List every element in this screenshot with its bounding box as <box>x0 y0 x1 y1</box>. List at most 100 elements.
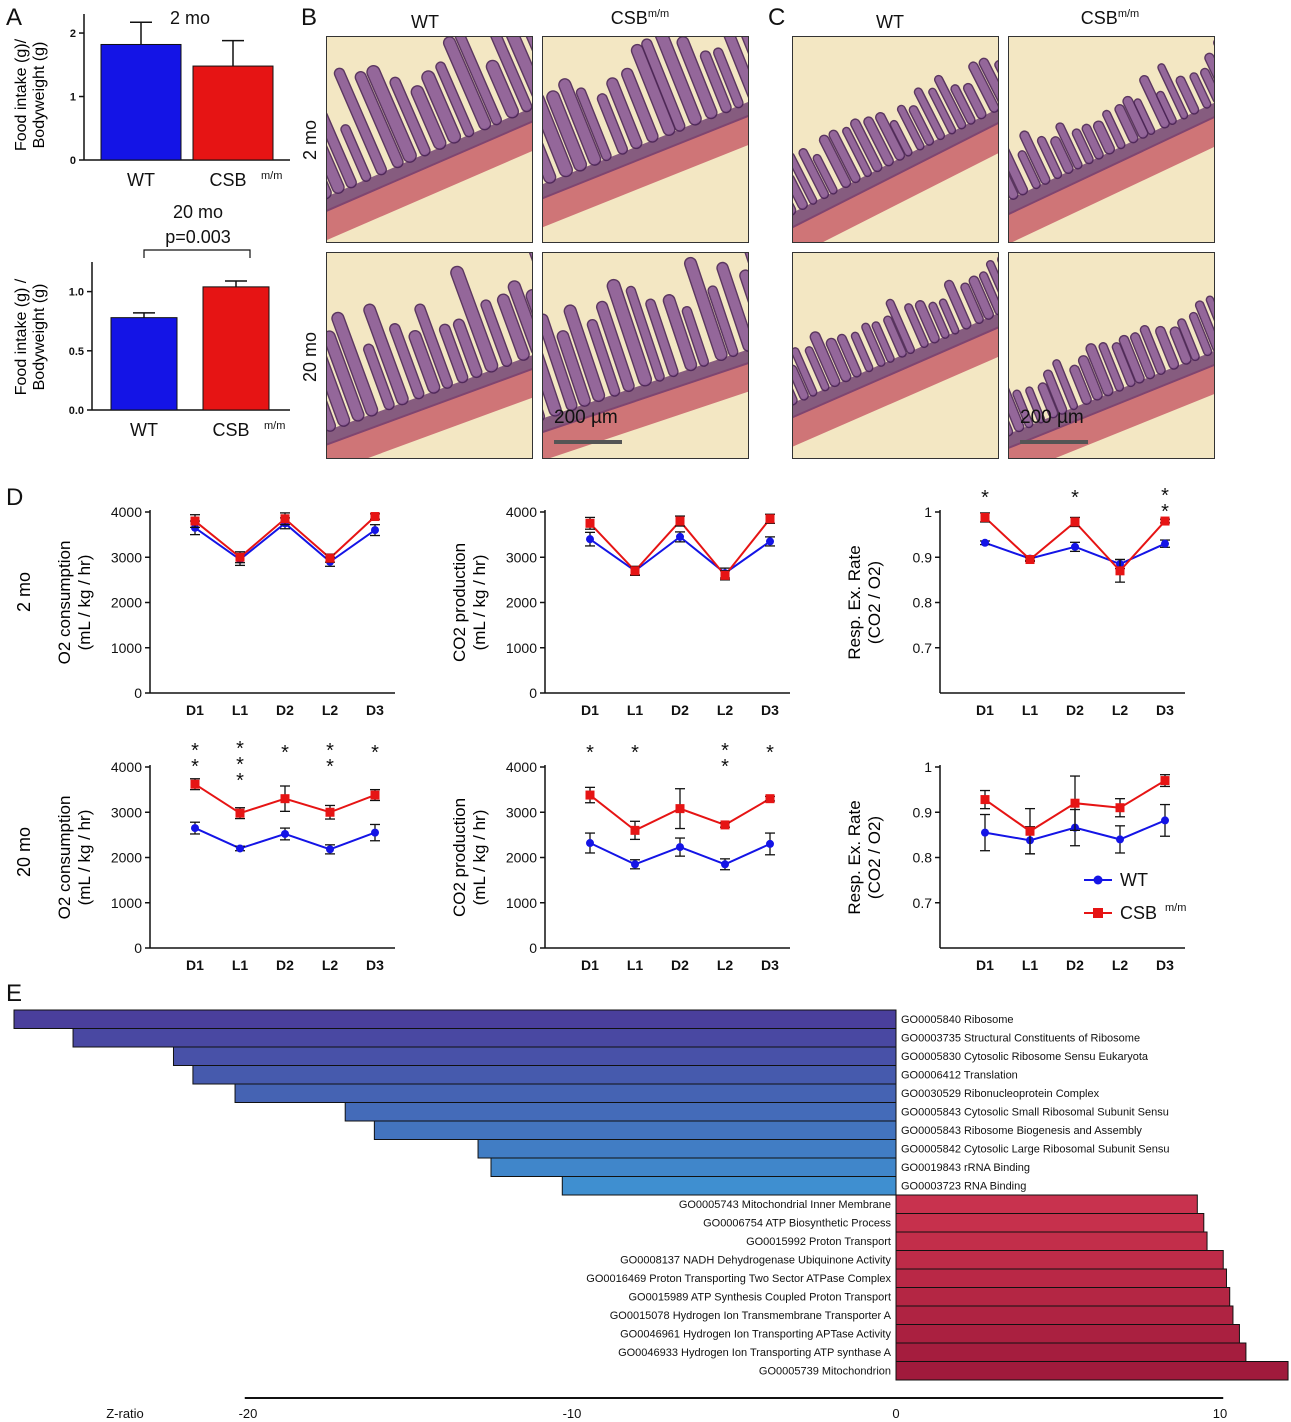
panel-e-bar-negative <box>490 1157 897 1177</box>
panel-d-rer-2mo-point-wt <box>1161 539 1169 548</box>
micrograph-b-wt-20mo <box>326 252 533 459</box>
panel-e-xtick-label: -10 <box>563 1406 582 1421</box>
panel-d-rer-2mo-xtick-label: D3 <box>1156 702 1174 718</box>
micrograph-c-wt-20mo-villus <box>883 315 907 358</box>
panel-d-rer-2mo-point-csb <box>1025 555 1035 565</box>
panel-d-o2-20mo-ytick-label: 0 <box>134 940 142 956</box>
panel-d-rer-2mo-point-csb <box>1160 516 1170 526</box>
panel-d-o2-20mo-significance-star: * <box>236 738 244 760</box>
micrograph-b-wt-2mo-villus <box>327 110 357 189</box>
panel-d-o2-20mo-significance-star: * <box>326 740 334 762</box>
micrograph-c-csb-2mo-villus <box>1204 52 1214 100</box>
panel-e-category-label: GO0015989 ATP Synthesis Coupled Proton T… <box>628 1292 891 1304</box>
micrograph-b-csb-2mo-image <box>543 37 748 241</box>
micrograph-c-wt-2mo-villus <box>863 116 894 167</box>
panel-e-bar-negative <box>373 1120 897 1140</box>
micrograph-c-csb-20mo-villus <box>1052 359 1079 411</box>
panel-label-a: A <box>6 4 23 31</box>
micrograph-b-wt-2mo-villus <box>327 97 345 194</box>
panel-e-bar-positive <box>895 1194 1198 1214</box>
micrograph-b-csb-20mo-villus <box>563 304 606 403</box>
panel-d-o2-2mo-ylabel-units: (mL / kg / hr) <box>75 555 94 651</box>
panel-d-row-label-2mo: 2 mo <box>14 572 34 612</box>
micrograph-c-csb-20mo-villus <box>1009 384 1014 437</box>
micrograph-b-csb-2mo-tissue <box>543 37 748 241</box>
panel-d-co2-20mo-point-wt <box>766 839 774 848</box>
micrograph-b-csb-2mo-villus <box>699 50 732 114</box>
micrograph-b-wt-2mo-image <box>327 37 532 242</box>
micrograph-b-csb-2mo-villus <box>575 87 612 162</box>
legend-wt-label: WT <box>1120 870 1148 890</box>
panel-d-o2-20mo-point-csb <box>235 808 245 818</box>
micrograph-b-csb-20mo-villus <box>556 330 591 407</box>
panel-d-rer-2mo-significance-star: * <box>1161 501 1169 523</box>
micrograph-c-csb-2mo-villus <box>1175 75 1200 115</box>
micrograph-c-wt-2mo-muscle-layer <box>793 93 998 242</box>
micrograph-c-csb-20mo-villus <box>1130 332 1156 380</box>
scale-bar <box>554 440 622 444</box>
panel-a-bottom-bar <box>110 317 178 411</box>
panel-d-rer-20mo-point-wt <box>981 828 989 837</box>
panel-e-bar-negative <box>344 1102 897 1122</box>
micrograph-c-csb-2mo-villus <box>1081 123 1104 160</box>
panel-a-bottom-ylabel-1: Food intake (g) / <box>13 278 30 395</box>
panel-d-co2-20mo-significance-star: * <box>586 742 594 764</box>
panel-d-o2-20mo-significance-star: * <box>371 742 379 764</box>
micrograph-c-wt-20mo-villus <box>968 275 995 320</box>
micrograph-c-wt-20mo-villus <box>850 331 874 373</box>
panel-a-top-ytick-label: 0 <box>70 155 76 167</box>
panel-d-o2-20mo-significance-star: * <box>236 770 244 792</box>
panel-a-bottom-ytick-label: 0.0 <box>69 405 84 417</box>
micrograph-c-wt-20mo-villus <box>978 271 998 316</box>
micrograph-c-wt-2mo-villus <box>978 57 998 108</box>
panel-d-co2-20mo-point-csb <box>675 804 685 814</box>
panel-d-co2-20mo-point-csb <box>720 820 730 830</box>
micrograph-c-wt-20mo-villus <box>809 331 841 388</box>
panel-e-category-label: GO0015992 Proton Transport <box>746 1236 891 1248</box>
panel-d-o2-20mo-ylabel-units: (mL / kg / hr) <box>75 810 94 906</box>
panel-d-co2-2mo-ytick-label: 2000 <box>506 595 537 611</box>
panel-d-co2-20mo-ylabel-units: (mL / kg / hr) <box>470 810 489 906</box>
legend-csb-label: CSB <box>1120 903 1157 923</box>
panel-a-top-title: 2 mo <box>170 8 210 28</box>
scale-bar-label: 200 µm <box>554 407 618 428</box>
panel-d-o2-20mo-point-wt <box>281 829 289 838</box>
panel-d-co2-2mo-point-csb <box>675 516 685 526</box>
col-label-csb-c: CSBm/m <box>1080 8 1140 28</box>
panel-d-co2-2mo-ytick-label: 0 <box>529 685 537 701</box>
panel-d-o2-2mo-point-wt <box>371 526 379 535</box>
micrograph-c-csb-20mo <box>1008 252 1215 459</box>
panel-d-o2-20mo-significance-star: * <box>191 756 199 778</box>
panel-d-rer-20mo-xtick-label: L2 <box>1112 957 1129 973</box>
micrograph-c-wt-2mo-villus <box>812 153 838 195</box>
micrograph-c-wt-20mo-villus <box>938 298 960 335</box>
panel-d-co2-20mo-ylabel: CO2 production <box>450 798 469 917</box>
micrograph-b-csb-2mo-villus <box>543 107 557 184</box>
micrograph-c-csb-2mo-villus <box>1009 139 1029 196</box>
micrograph-c-csb-2mo-villus <box>1200 67 1214 104</box>
micrograph-c-wt-20mo-villus <box>836 333 862 378</box>
micrograph-c-wt-2mo-villus <box>793 152 818 205</box>
panel-d-o2-20mo-significance-star: * <box>191 740 199 762</box>
panel-a-pvalue: p=0.003 <box>165 227 231 247</box>
panel-e-chart: GO0005840 Ribosome GO0003735 Structural C… <box>13 1009 1289 1421</box>
panel-a-bottom-title: 20 mo <box>173 202 223 222</box>
micrograph-b-csb-20mo-villus <box>683 256 728 362</box>
micrograph-c-csb-2mo-villus <box>1009 150 1019 200</box>
panel-e-category-label: GO0006754 ATP Biosynthetic Process <box>703 1218 891 1230</box>
panel-d-rer-2mo-xtick-label: D2 <box>1066 702 1084 718</box>
panel-label-e: E <box>6 980 23 1007</box>
panel-d-o2-20mo-xtick-label: L2 <box>322 957 339 973</box>
micrograph-b-csb-20mo-villus <box>662 294 698 372</box>
panel-a-bottom-cat-csb: CSB <box>212 420 249 440</box>
panel-a-bottom-cat-csb-sup: m/m <box>264 420 285 432</box>
micrograph-b-wt-20mo-villus <box>452 318 483 379</box>
col-label-wt-b: WT <box>411 12 439 32</box>
micrograph-c-wt-2mo-villus <box>889 119 913 157</box>
micrograph-c-wt-20mo <box>792 252 999 459</box>
micrograph-b-csb-20mo-villus <box>543 313 578 412</box>
panel-d-co2-20mo-point-csb <box>765 794 775 804</box>
panel-d-o2-20mo-xtick-label: L1 <box>232 957 249 973</box>
panel-d-rer-20mo-xtick-label: L1 <box>1022 957 1039 973</box>
